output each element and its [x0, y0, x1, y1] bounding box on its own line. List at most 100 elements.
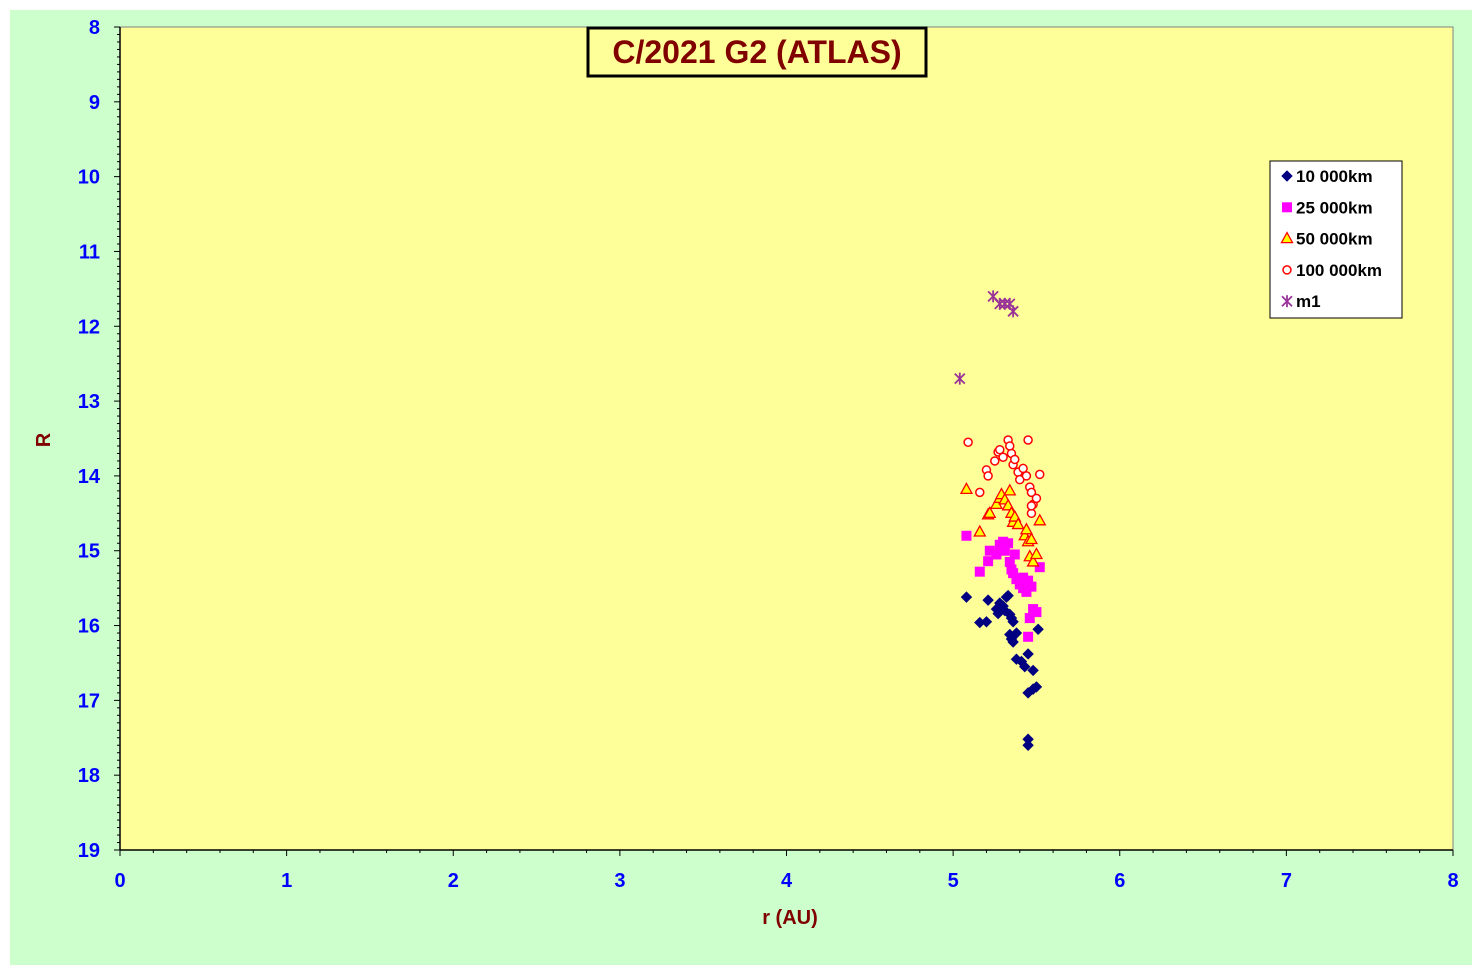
chart-title-box: C/2021 G2 (ATLAS) [586, 26, 928, 78]
data-points [954, 290, 1047, 751]
legend-marker [1282, 265, 1292, 275]
data-point [1021, 586, 1032, 597]
y-tick-label: 12 [78, 316, 100, 338]
y-tick-label: 16 [78, 616, 100, 638]
legend-entry: 50 000km [1280, 230, 1373, 249]
data-point [973, 524, 987, 537]
y-axis-title: R [33, 432, 55, 447]
data-point [1024, 613, 1035, 624]
x-tick-label: 5 [948, 870, 959, 892]
series-4 [954, 290, 1019, 385]
y-tick-label: 8 [89, 17, 100, 39]
chart-title: C/2021 G2 (ATLAS) [612, 34, 901, 70]
data-point [975, 487, 985, 498]
data-point [984, 545, 995, 556]
y-tick-label: 10 [78, 167, 100, 189]
data-point [1026, 581, 1037, 592]
data-point [1003, 483, 1017, 496]
x-tick-label: 2 [448, 870, 459, 892]
data-point [1011, 574, 1022, 585]
data-point [1022, 739, 1034, 751]
data-point [1023, 631, 1034, 642]
data-point [999, 545, 1010, 556]
y-tick-label: 14 [78, 466, 101, 488]
y-tick-label: 17 [78, 690, 100, 712]
x-tick-label: 7 [1281, 870, 1292, 892]
y-tick-label: 15 [78, 541, 100, 563]
data-point [1023, 435, 1033, 445]
data-point [1007, 616, 1019, 628]
x-tick-label: 1 [281, 870, 292, 892]
data-point [1026, 501, 1037, 511]
y-tick-label: 19 [78, 840, 100, 862]
data-point [1031, 493, 1042, 504]
legend-entry: 10 000km [1281, 167, 1373, 186]
data-point [983, 556, 994, 567]
data-point [983, 505, 997, 518]
data-point [1011, 517, 1025, 530]
legend-marker [1281, 170, 1293, 182]
data-point [982, 594, 994, 606]
series-2 [959, 482, 1047, 567]
data-point [995, 444, 1005, 455]
legend-label: 25 000km [1296, 198, 1373, 217]
x-tick-label: 8 [1447, 870, 1458, 892]
data-point [1033, 513, 1047, 526]
data-point [980, 616, 993, 628]
x-tick-label: 4 [781, 870, 793, 892]
legend-label: m1 [1296, 292, 1321, 311]
data-point [998, 452, 1008, 462]
x-tick-label: 3 [614, 870, 625, 892]
x-axis-ticks: 0 1 2 3 4 5 6 7 8 [114, 850, 1459, 892]
data-point [983, 471, 993, 481]
legend-label: 10 000km [1296, 167, 1373, 186]
data-point [1021, 471, 1032, 481]
data-point [1004, 556, 1015, 567]
data-point [1007, 636, 1019, 648]
data-point [991, 549, 1002, 560]
data-point [961, 530, 972, 541]
data-point [1026, 487, 1037, 498]
y-tick-label: 9 [89, 92, 100, 114]
data-point [1024, 532, 1039, 545]
legend-label: 100 000km [1296, 261, 1382, 280]
plot-area [119, 26, 1454, 851]
series-3 [963, 435, 1045, 519]
data-point [1027, 664, 1039, 677]
y-tick-label: 13 [78, 391, 100, 413]
legend-entry: m1 [1281, 292, 1321, 311]
legend-entry: 100 000km [1282, 261, 1382, 280]
data-point [963, 437, 973, 447]
data-point [1026, 554, 1040, 567]
data-point [1031, 607, 1042, 618]
data-point [1022, 648, 1034, 660]
legend-marker [1281, 295, 1293, 308]
series-1 [961, 530, 1045, 642]
series-0 [960, 589, 1044, 751]
data-point [1009, 549, 1020, 560]
data-point [1030, 681, 1043, 693]
legend-marker [1282, 202, 1292, 213]
data-point [1010, 627, 1023, 639]
data-point [1034, 562, 1045, 573]
legend: 10 000km 25 000km 50 000km 100 000km m1 [1269, 160, 1403, 319]
y-axis-ticks: 8 9 10 11 12 13 14 15 16 17 18 19 [78, 17, 120, 862]
data-point [1019, 660, 1031, 673]
data-point [954, 372, 966, 385]
data-point [1035, 469, 1045, 480]
data-point [1002, 589, 1014, 602]
x-tick-label: 6 [1114, 870, 1125, 892]
legend-marker [1280, 231, 1294, 244]
data-point [959, 482, 974, 495]
data-point [1003, 538, 1014, 549]
data-point [1018, 463, 1028, 474]
x-tick-label: 0 [114, 870, 125, 892]
x-axis-title: r (AU) [762, 907, 818, 929]
data-point [974, 566, 985, 577]
data-point [1007, 305, 1019, 318]
data-point [1032, 623, 1044, 635]
legend-entry: 25 000km [1282, 198, 1373, 217]
data-point [1029, 547, 1044, 560]
data-point [960, 591, 973, 603]
